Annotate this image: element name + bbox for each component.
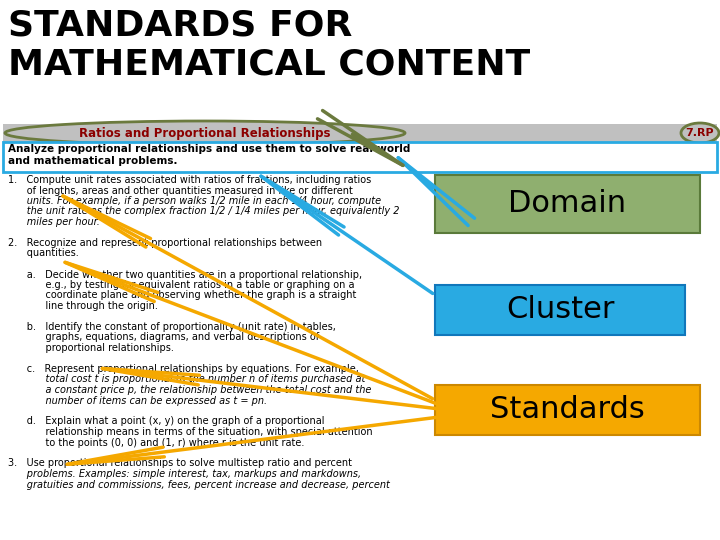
Text: of lengths, areas and other quantities measured in like or different: of lengths, areas and other quantities m… [8, 186, 353, 195]
Text: proportional relationships.: proportional relationships. [8, 343, 174, 353]
Text: units. For example, if a person walks 1/2 mile in each 1/4 hour, compute: units. For example, if a person walks 1/… [8, 196, 381, 206]
Bar [435, 285, 685, 335]
Text: d.   Explain what a point (x, y) on the graph of a proportional: d. Explain what a point (x, y) on the gr… [8, 416, 325, 427]
Text: miles per hour.: miles per hour. [8, 217, 100, 227]
Text: Standards: Standards [490, 395, 645, 424]
Text: coordinate plane and observing whether the graph is a straight: coordinate plane and observing whether t… [8, 291, 356, 300]
Text: line through the origin.: line through the origin. [8, 301, 158, 311]
Text: total cost t is proportional to the number n of items purchased at: total cost t is proportional to the numb… [8, 375, 365, 384]
Text: number of items can be expressed as t = pn.: number of items can be expressed as t = … [8, 395, 267, 406]
Text: b.   Identify the constant of proportionality (unit rate) in tables,: b. Identify the constant of proportional… [8, 322, 336, 332]
Text: c.   Represent proportional relationships by equations. For example,: c. Represent proportional relationships … [8, 364, 359, 374]
Bar [3, 142, 717, 172]
Bar [3, 124, 717, 142]
Text: 3.   Use proportional relationships to solve multistep ratio and percent: 3. Use proportional relationships to sol… [8, 458, 352, 469]
Text: the unit rate as the complex fraction 1/2 / 1/4 miles per hour, equivalently 2: the unit rate as the complex fraction 1/… [8, 206, 400, 217]
Ellipse shape [681, 123, 719, 143]
Text: a.   Decide whether two quantities are in a proportional relationship,: a. Decide whether two quantities are in … [8, 269, 362, 280]
Text: Domain: Domain [508, 190, 626, 219]
Bar [435, 385, 700, 435]
Text: relationship means in terms of the situation, with special attention: relationship means in terms of the situa… [8, 427, 373, 437]
Text: quantities.: quantities. [8, 248, 78, 259]
Text: gratuities and commissions, fees, percent increase and decrease, percent: gratuities and commissions, fees, percen… [8, 480, 390, 489]
Bar [435, 175, 700, 233]
Text: 1.   Compute unit rates associated with ratios of fractions, including ratios: 1. Compute unit rates associated with ra… [8, 175, 372, 185]
Text: e.g., by testing for equivalent ratios in a table or graphing on a: e.g., by testing for equivalent ratios i… [8, 280, 354, 290]
Text: Cluster: Cluster [505, 295, 614, 325]
Text: 7.RP: 7.RP [685, 128, 714, 138]
Text: 2.   Recognize and represent proportional relationships between: 2. Recognize and represent proportional … [8, 238, 322, 248]
Text: STANDARDS FOR
MATHEMATICAL CONTENT: STANDARDS FOR MATHEMATICAL CONTENT [8, 8, 530, 82]
Text: graphs, equations, diagrams, and verbal descriptions of: graphs, equations, diagrams, and verbal … [8, 333, 319, 342]
Text: to the points (0, 0) and (1, r) where r is the unit rate.: to the points (0, 0) and (1, r) where r … [8, 437, 305, 448]
Text: problems. Examples: simple interest, tax, markups and markdowns,: problems. Examples: simple interest, tax… [8, 469, 361, 479]
Text: Ratios and Proportional Relationships: Ratios and Proportional Relationships [79, 126, 330, 139]
Text: Analyze proportional relationships and use them to solve real-world
and mathemat: Analyze proportional relationships and u… [8, 144, 410, 166]
Ellipse shape [5, 121, 405, 145]
Text: a constant price p, the relationship between the total cost and the: a constant price p, the relationship bet… [8, 385, 372, 395]
